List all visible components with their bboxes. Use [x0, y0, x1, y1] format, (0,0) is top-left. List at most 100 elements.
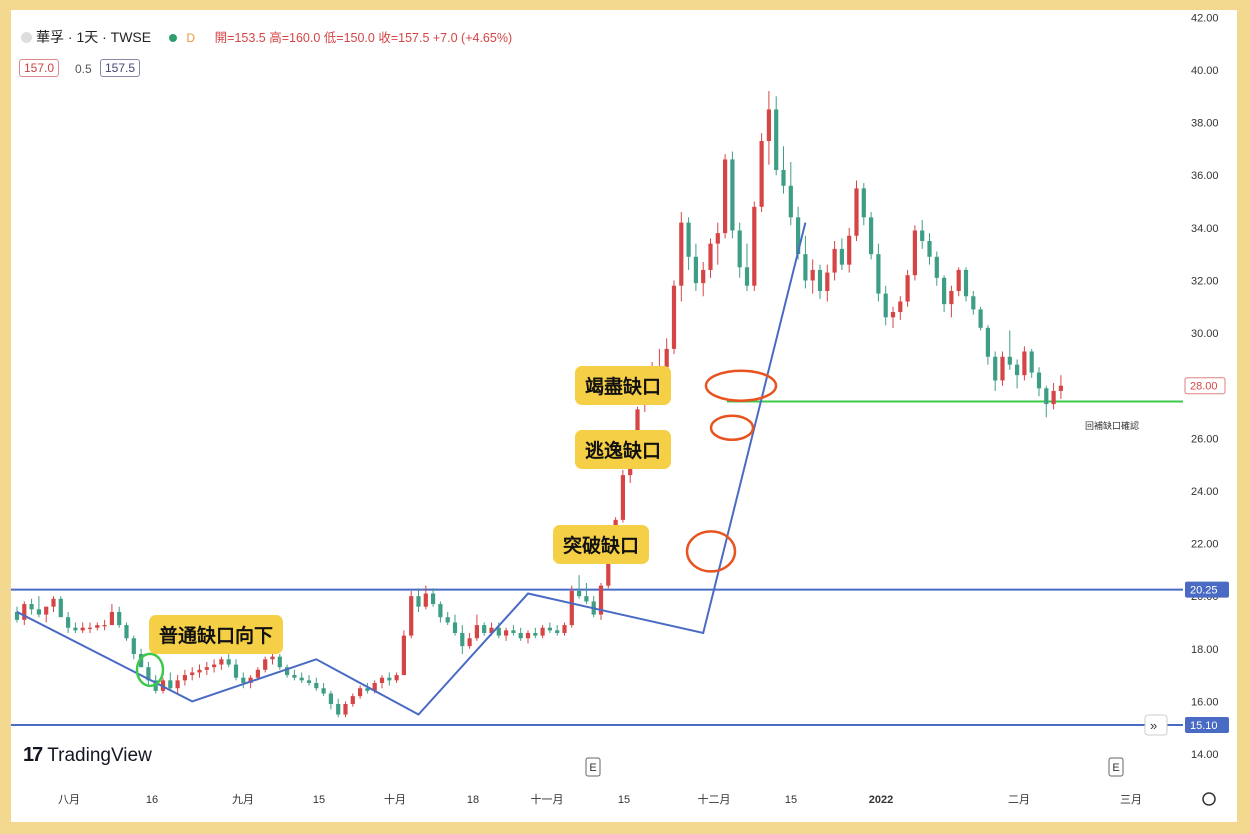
- market-status-icon: [168, 34, 177, 42]
- exhaustion-gap-ring: [704, 369, 778, 402]
- candle-body: [781, 169, 786, 186]
- bid-price-box[interactable]: 157.0: [19, 59, 60, 77]
- candle-body: [730, 159, 735, 231]
- candle-body: [321, 688, 326, 694]
- candle-body: [343, 704, 348, 715]
- candle-body: [934, 256, 939, 278]
- candle-body: [1022, 351, 1027, 376]
- candle-body: [131, 638, 136, 655]
- candle-body: [14, 611, 20, 620]
- candle-body: [817, 269, 823, 291]
- candle-body: [869, 217, 874, 255]
- candle-body: [416, 596, 421, 607]
- candle-body: [431, 593, 436, 605]
- scroll-latest-button[interactable]: [1144, 714, 1168, 736]
- spread-value: 0.5: [75, 62, 92, 76]
- candle-body: [73, 627, 78, 631]
- x-tick-label: 三月: [1120, 794, 1142, 806]
- ohlc-readout: 開=153.5 高=160.0 低=150.0 收=157.5 +7.0 (+4…: [214, 31, 513, 45]
- x-tick-label: 15: [618, 794, 630, 806]
- candle-body: [387, 677, 392, 681]
- candle-body: [606, 556, 611, 586]
- candle-body: [1051, 390, 1056, 405]
- candle-body: [774, 109, 779, 170]
- candle-body: [255, 669, 260, 678]
- symbol-title: 華孚 · 1天 · TWSE: [36, 29, 152, 45]
- trend-line: [16, 222, 807, 716]
- level-price-box: [1185, 581, 1229, 598]
- ask-price-box[interactable]: 157.5: [100, 59, 141, 77]
- x-tick-label: 八月: [58, 794, 80, 806]
- chart-frame: 14.0016.0018.0020.0022.0024.0026.0028.00…: [11, 10, 1237, 822]
- candle-body: [883, 293, 888, 318]
- candle-body: [664, 348, 669, 368]
- candle-body: [314, 682, 319, 689]
- candle-body: [124, 625, 129, 639]
- x-tick-label: 18: [467, 794, 479, 806]
- candle-body: [36, 609, 41, 615]
- candle-body: [80, 627, 85, 631]
- candle-body: [299, 677, 304, 681]
- candle-body: [423, 593, 428, 607]
- tradingview-mark: 17: [23, 744, 43, 766]
- candle-body: [248, 677, 253, 683]
- candle-body: [766, 109, 771, 142]
- candle-body: [671, 285, 677, 349]
- candle-body: [971, 296, 976, 310]
- x-tick-label: 15: [785, 794, 797, 806]
- candle-body: [723, 159, 728, 234]
- candle-body: [562, 625, 567, 633]
- candle-body: [1015, 364, 1020, 376]
- candle-body: [985, 327, 990, 357]
- candle-body: [788, 185, 793, 218]
- candle-body: [584, 596, 589, 602]
- candle-body: [350, 696, 355, 705]
- candle-body: [292, 675, 297, 678]
- candle-body: [146, 667, 151, 681]
- candle-body: [372, 682, 377, 691]
- symbol-header: 華孚 · 1天 · TWSE D 開=153.5 高=160.0 低=150.0…: [21, 27, 512, 47]
- y-tick-label: 34.00: [1191, 223, 1219, 235]
- candle-body: [978, 309, 983, 328]
- candle-body: [796, 217, 801, 255]
- candle-body: [854, 188, 859, 236]
- candle-body: [496, 627, 501, 636]
- candle-body: [467, 638, 472, 647]
- y-tick-label: 30.00: [1191, 328, 1219, 340]
- candlestick-chart[interactable]: 14.0016.0018.0020.0022.0024.0026.0028.00…: [11, 10, 1237, 822]
- candle-body: [95, 625, 100, 628]
- candle-body: [379, 677, 385, 683]
- level-price-label: 15.10: [1190, 720, 1218, 732]
- earnings-event-marker: [585, 757, 601, 777]
- candle-body: [949, 290, 954, 305]
- candle-body: [168, 680, 173, 689]
- candle-body: [803, 254, 808, 281]
- y-tick-label: 18.00: [1191, 644, 1219, 656]
- candle-body: [956, 269, 961, 291]
- candle-body: [190, 672, 195, 676]
- y-tick-label: 40.00: [1191, 65, 1219, 77]
- y-tick-label: 26.00: [1191, 433, 1219, 445]
- candle-body: [219, 659, 224, 665]
- candle-body: [635, 409, 640, 439]
- x-tick-label: 16: [146, 794, 158, 806]
- candle-body: [693, 256, 698, 284]
- y-tick-label: 32.00: [1191, 275, 1219, 287]
- candle-body: [701, 269, 706, 284]
- candle-body: [912, 230, 917, 276]
- candle-body: [58, 598, 63, 618]
- x-tick-label: 九月: [232, 793, 254, 806]
- y-tick-label: 22.00: [1191, 539, 1219, 551]
- candle-body: [197, 669, 202, 673]
- y-tick-label: 14.00: [1191, 749, 1219, 761]
- candle-body: [963, 269, 969, 297]
- candle-body: [270, 656, 275, 660]
- candle-body: [1007, 356, 1012, 365]
- candle-body: [336, 704, 341, 715]
- y-tick-label: 36.00: [1191, 170, 1219, 182]
- x-tick-label: 二月: [1008, 794, 1030, 806]
- settings-icon[interactable]: [1202, 792, 1216, 806]
- candle-body: [87, 627, 93, 629]
- candle-body: [993, 356, 998, 381]
- candle-body: [598, 585, 604, 615]
